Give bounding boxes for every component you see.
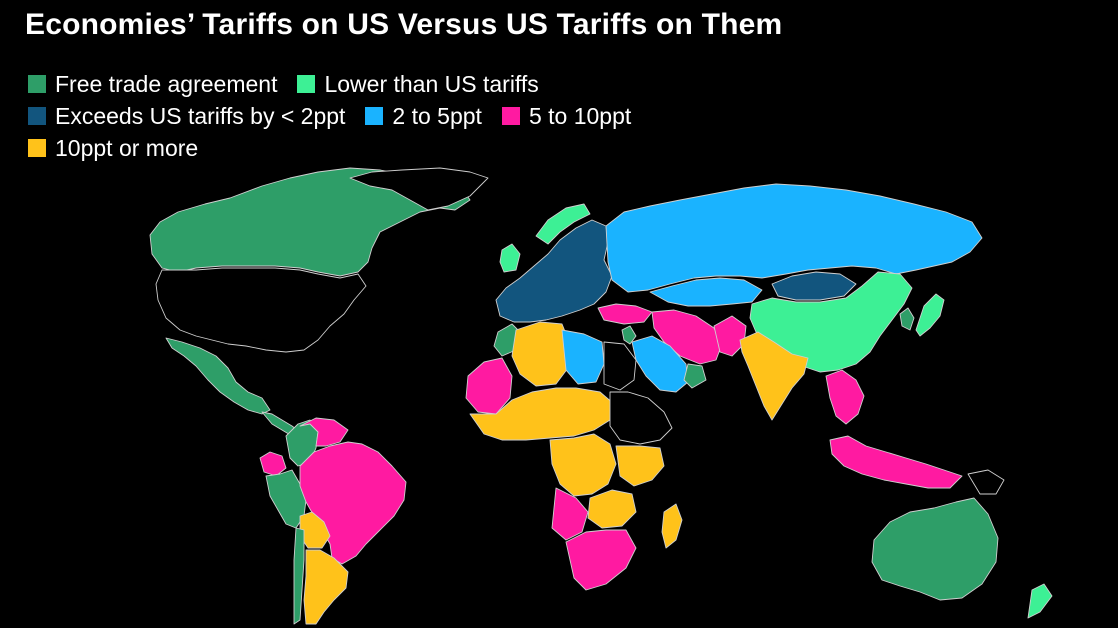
region-saudi bbox=[631, 335, 689, 393]
region-south-africa bbox=[565, 529, 637, 591]
legend-item-2to5: 2 to 5ppt bbox=[365, 103, 482, 130]
region-usa bbox=[155, 267, 367, 353]
region-new-zealand bbox=[1027, 583, 1053, 619]
legend-item-lt2: Exceeds US tariffs by < 2ppt bbox=[28, 103, 345, 130]
legend-item-fta: Free trade agreement bbox=[28, 71, 277, 98]
legend-swatch-lower bbox=[297, 75, 316, 93]
legend-row-2: Exceeds US tariffs by < 2ppt 2 to 5ppt 5… bbox=[28, 100, 788, 132]
region-east-africa bbox=[609, 391, 673, 445]
region-egypt bbox=[603, 341, 637, 391]
region-libya bbox=[561, 329, 605, 385]
region-png bbox=[967, 469, 1005, 495]
legend-swatch-10plus bbox=[28, 139, 46, 157]
legend-swatch-fta bbox=[28, 75, 46, 93]
legend: Free trade agreement Lower than US tarif… bbox=[28, 68, 788, 164]
region-algeria bbox=[511, 321, 571, 387]
legend-label-2to5: 2 to 5ppt bbox=[392, 102, 482, 129]
legend-label-10plus: 10ppt or more bbox=[55, 134, 199, 161]
region-greenland bbox=[349, 167, 489, 211]
region-colombia bbox=[285, 419, 319, 467]
legend-row-1: Free trade agreement Lower than US tarif… bbox=[28, 68, 788, 100]
region-tanzania bbox=[615, 445, 665, 487]
chart-title: Economies’ Tariffs on US Versus US Tarif… bbox=[25, 8, 783, 41]
region-uk bbox=[499, 243, 521, 273]
region-iran bbox=[651, 309, 723, 365]
region-venezuela bbox=[299, 417, 349, 447]
legend-item-5to10: 5 to 10ppt bbox=[501, 102, 632, 130]
legend-swatch-5to10 bbox=[501, 107, 520, 125]
region-israel-jordan bbox=[621, 325, 637, 345]
legend-row-3: 10ppt or more bbox=[28, 132, 788, 164]
region-oman bbox=[683, 363, 707, 389]
legend-swatch-lt2 bbox=[28, 107, 46, 125]
region-japan bbox=[915, 293, 945, 337]
legend-label-fta: Free trade agreement bbox=[55, 70, 278, 97]
region-argentina bbox=[303, 549, 349, 625]
world-map bbox=[149, 167, 1053, 625]
legend-item-10plus: 10ppt or more bbox=[28, 135, 198, 162]
legend-item-lower: Lower than US tariffs bbox=[297, 70, 539, 98]
region-chile bbox=[293, 527, 305, 625]
legend-label-lower: Lower than US tariffs bbox=[324, 70, 539, 97]
region-mongolia bbox=[771, 271, 857, 301]
legend-label-lt2: Exceeds US tariffs by < 2ppt bbox=[55, 102, 346, 129]
region-mexico bbox=[165, 337, 271, 415]
region-kazakhstan bbox=[649, 277, 763, 307]
region-indonesia bbox=[829, 435, 963, 489]
region-zambia bbox=[587, 489, 637, 529]
region-korea bbox=[899, 307, 915, 331]
region-mali bbox=[465, 357, 513, 415]
region-eu bbox=[495, 219, 613, 323]
region-norway bbox=[535, 203, 591, 245]
region-congo bbox=[549, 433, 617, 497]
region-australia bbox=[871, 497, 999, 601]
region-turkey bbox=[597, 303, 653, 325]
region-india bbox=[739, 331, 809, 421]
legend-swatch-2to5 bbox=[365, 107, 384, 125]
region-canada bbox=[149, 167, 471, 277]
legend-label-5to10: 5 to 10ppt bbox=[528, 102, 632, 129]
region-ecuador bbox=[259, 451, 287, 477]
region-angola bbox=[551, 487, 589, 541]
region-vietnam-thailand bbox=[825, 369, 865, 425]
region-madagascar bbox=[661, 503, 683, 549]
region-russia bbox=[605, 183, 983, 293]
